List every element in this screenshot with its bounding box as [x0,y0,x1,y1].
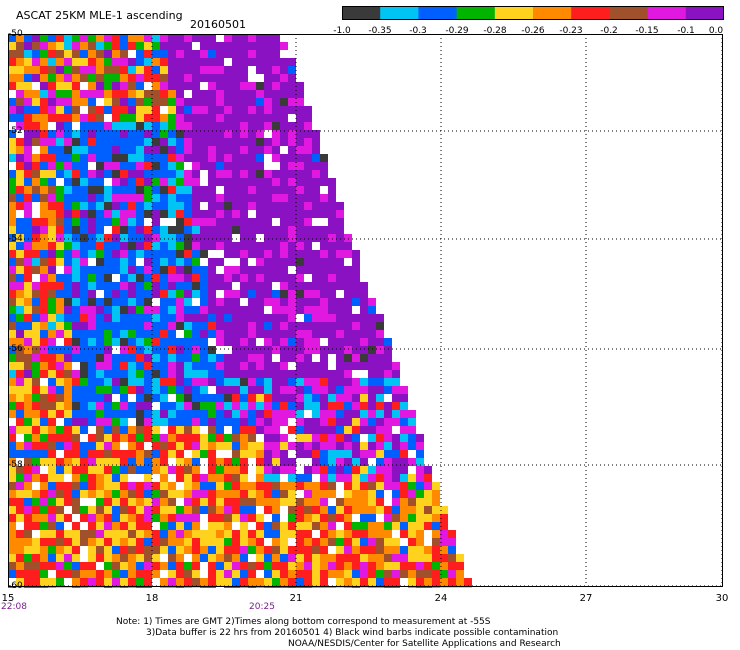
colorbar-swatch [685,6,724,20]
y-tick-label: -58 [8,460,23,470]
time-tick-label: 20:25 [249,602,275,612]
colorbar-swatch [494,6,534,20]
colorbar-label: -0.23 [559,26,583,36]
colorbar-outline [342,6,724,20]
colorbar-swatch [380,6,419,20]
map-grid [8,34,723,587]
colorbar-swatch [571,6,610,20]
swath-map [8,34,723,588]
colorbar-label: -0.15 [635,26,659,36]
colorbar-swatch [418,6,458,20]
y-tick-label: -50 [8,29,23,39]
y-tick-label: -54 [8,234,23,244]
colorbar-label: -0.3 [409,26,427,36]
time-tick-label: 22:08 [1,602,27,612]
x-tick-label: 30 [715,593,729,604]
colorbar-labels: -1.0 -0.35 -0.3 -0.29 -0.28 -0.26 -0.23 … [0,0,740,40]
colorbar [342,6,724,20]
y-tick-label: -52 [8,126,23,136]
colorbar-label: -0.26 [521,26,545,36]
x-tick-label: 27 [579,593,593,604]
note-line: NOAA/NESDIS/Center for Satellite Applica… [288,639,561,649]
colorbar-swatch [609,6,649,20]
swath-pixels [8,34,472,588]
colorbar-label: -0.29 [445,26,469,36]
y-tick-label: -60 [8,581,23,591]
colorbar-label: -1.0 [333,26,351,36]
colorbar-swatch [533,6,572,20]
colorbar-swatch [456,6,496,20]
x-tick-label: 24 [434,593,448,604]
x-tick-label: 18 [145,593,159,604]
footnotes: Note: 1) Times are GMT 2)Times along bot… [116,617,561,650]
colorbar-label: -0.1 [677,26,695,36]
note-line: Note: 1) Times are GMT 2)Times along bot… [116,617,491,627]
colorbar-label: -0.35 [368,26,392,36]
x-tick-label: 15 [1,593,15,604]
colorbar-label: 0.0 [708,26,724,36]
chart-title: ASCAT 25KM MLE-1 ascending [16,9,183,22]
colorbar-swatch [342,6,381,20]
note-line: 3)Data buffer is 22 hrs from 20160501 4)… [146,628,559,638]
chart-date: 20160501 [190,18,246,31]
colorbar-label: -0.28 [483,26,507,36]
colorbar-swatch [647,6,687,20]
y-tick-label: -56 [8,344,23,354]
x-tick-label: 21 [289,593,303,604]
colorbar-label: -0.2 [600,26,618,36]
